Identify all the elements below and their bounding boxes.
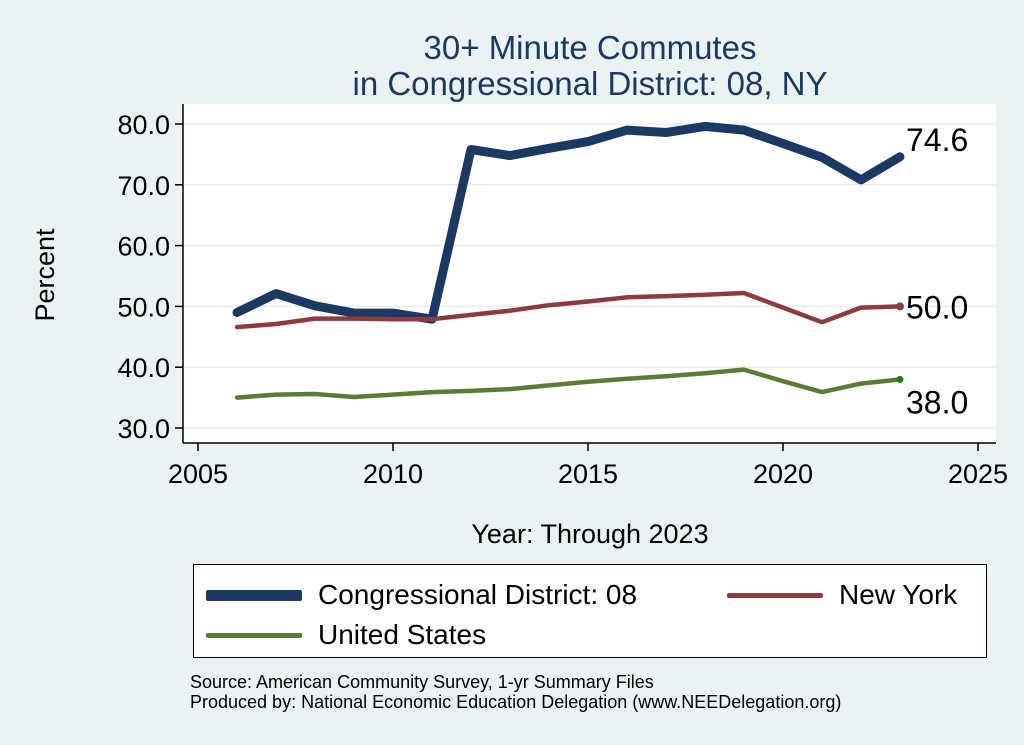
legend-label-new-york: New York <box>839 579 958 610</box>
legend-item-new-york: New York <box>727 579 957 611</box>
legend-item-district: Congressional District: 08 <box>206 579 637 611</box>
source-note: Source: American Community Survey, 1-yr … <box>190 672 841 712</box>
plot-area <box>183 104 996 443</box>
legend-label-district: Congressional District: 08 <box>318 579 638 610</box>
series-endpoint <box>896 375 904 383</box>
chart-title-line-1: 30+ Minute Commutes <box>424 29 757 66</box>
y-tick-label: 40.0 <box>117 353 170 383</box>
axes: 30.0 40.0 50.0 60.0 70.0 80.0 2005 2010 2015 2020… <box>117 104 1008 489</box>
x-tick-label: 2025 <box>948 459 1008 489</box>
y-tick-label: 60.0 <box>117 232 170 262</box>
x-axis-title: Year: Through 2023 <box>471 519 708 549</box>
produced-by-line: Produced by: National Economic Education… <box>190 692 842 712</box>
source-line: Source: American Community Survey, 1-yr … <box>190 672 654 692</box>
end-label-new-york: 50.0 <box>906 289 968 325</box>
series-endpoint <box>896 152 904 161</box>
end-label-united-states: 38.0 <box>906 384 968 420</box>
chart: 30+ Minute Commutes in Congressional Dis… <box>30 29 1008 549</box>
legend-swatch-united-states <box>206 632 302 638</box>
legend-swatch-district <box>206 589 302 601</box>
y-axis-title: Percent <box>30 228 60 322</box>
y-tick-label: 30.0 <box>117 414 170 444</box>
end-labels: 74.6 50.0 38.0 <box>906 122 968 421</box>
y-tick-label: 80.0 <box>117 110 170 140</box>
legend-item-united-states: United States <box>206 619 486 651</box>
series-line-district <box>232 121 905 324</box>
series-lines <box>232 121 905 400</box>
end-label-district: 74.6 <box>906 122 968 158</box>
legend-swatch-new-york <box>727 592 823 598</box>
x-tick-label: 2005 <box>168 459 228 489</box>
x-tick-label: 2015 <box>558 459 618 489</box>
x-tick-label: 2010 <box>363 459 423 489</box>
y-tick-label: 50.0 <box>117 292 170 322</box>
legend-label-united-states: United States <box>318 619 487 650</box>
series-endpoint <box>896 302 904 311</box>
legend: Congressional District: 08 New York Unit… <box>193 564 987 658</box>
y-tick-label: 70.0 <box>117 171 170 201</box>
chart-title-line-2: in Congressional District: 08, NY <box>352 65 827 102</box>
series-line-united-states <box>234 367 903 400</box>
series-line-new-york <box>234 290 903 330</box>
x-tick-label: 2020 <box>753 459 813 489</box>
